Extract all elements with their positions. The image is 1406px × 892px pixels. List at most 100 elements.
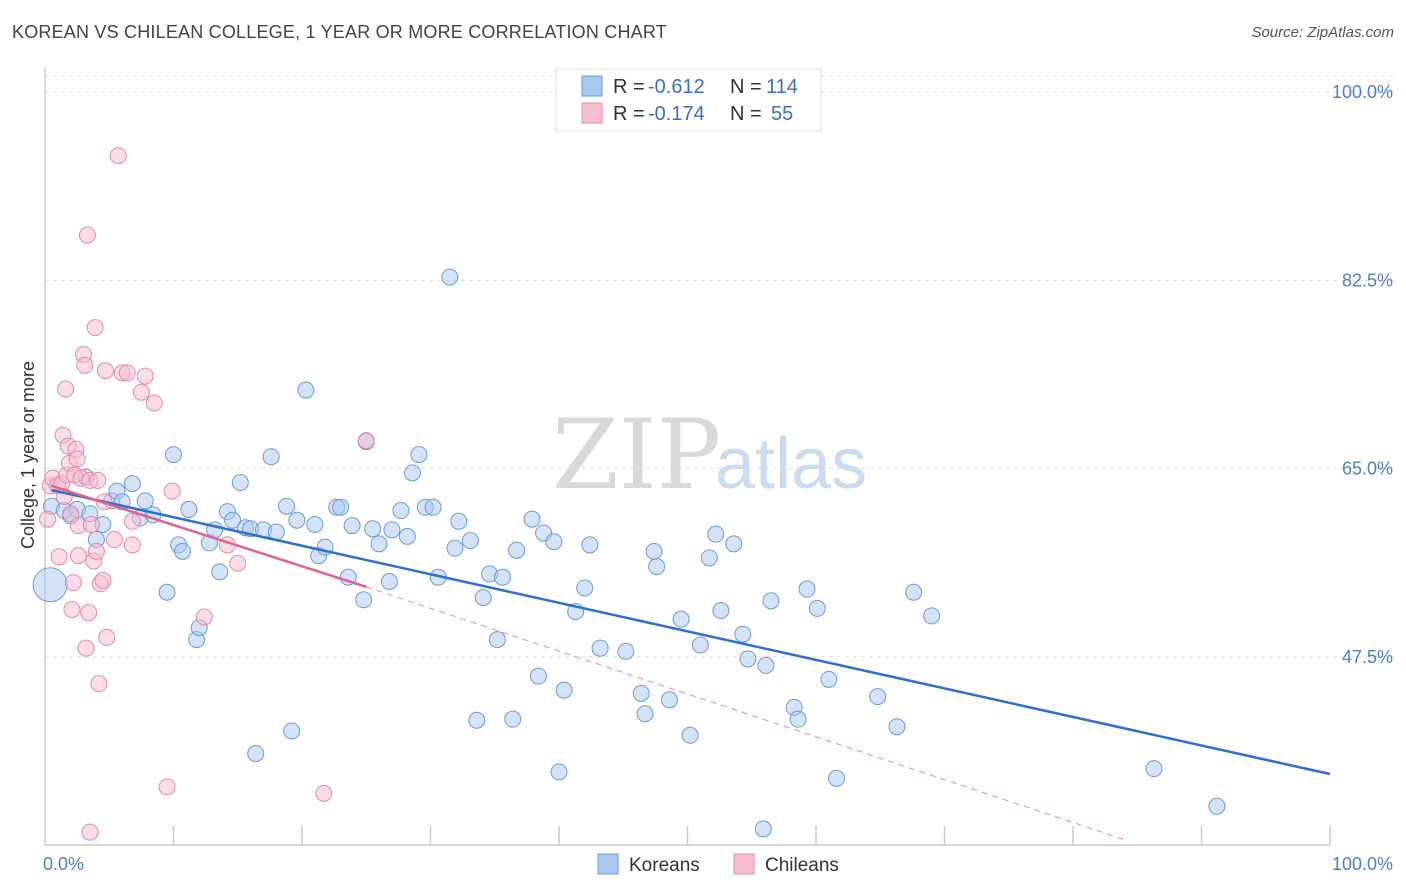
koreans-point [661,691,679,709]
chileans-point [50,548,68,566]
chileans-point [357,432,375,450]
koreans-point [681,726,699,744]
koreans-point [739,650,757,668]
chileans-point [195,608,213,626]
x-tick-label: 100.0% [1332,854,1393,874]
koreans-point [468,711,486,729]
y-axis-tick-labels: 100.0% 82.5% 65.0% 47.5% [1332,82,1393,667]
koreans-point [508,541,526,559]
koreans-point [364,520,382,538]
x-tick-label: 0.0% [43,854,84,874]
chileans-point [145,394,163,412]
trend-lines [51,484,1331,841]
koreans-point [591,639,609,657]
koreans-point [424,498,442,516]
chart-title: KOREAN VS CHILEAN COLLEGE, 1 YEAR OR MOR… [12,22,667,42]
koreans-point [343,517,361,535]
koreans-point [165,446,182,464]
legend-n-value: 55 [771,103,793,125]
chileans-point [63,600,81,618]
chileans-trend-line-extension [366,586,1125,841]
chileans-point [229,554,247,572]
y-tick-label: 100.0% [1332,82,1393,102]
legend-n-value: 114 [766,76,798,98]
data-points [32,147,1226,841]
chileans-trend-line [51,484,367,589]
koreans-point [828,769,846,787]
chileans-point [105,531,123,549]
chileans-point [82,515,100,533]
chileans-point [118,364,136,382]
legend: R = -0.612 N = 114 R = -0.174 N = 55 [555,68,822,132]
grid-lines [45,75,1395,658]
koreans-trend-line [51,488,1331,776]
koreans-point [488,631,506,649]
koreans-point [332,498,350,516]
legend-swatch-koreans [581,75,603,97]
chileans-point [81,823,99,841]
y-tick-label: 65.0% [1342,459,1393,479]
watermark-zip: ZIP [552,399,721,511]
chileans-point [39,510,57,528]
chileans-point [86,319,104,337]
chileans-point [89,471,107,489]
koreans-point [545,533,563,551]
bottom-legend-swatch-chileans [733,853,755,875]
koreans-point [404,464,422,482]
koreans-point [461,532,479,550]
watermark-atlas: atlas [715,424,867,504]
koreans-point [392,502,410,520]
chileans-point [163,482,181,500]
chileans-point [69,547,87,565]
koreans-point [123,475,141,493]
koreans-point [158,583,176,601]
chileans-point [77,639,95,657]
y-tick-label: 47.5% [1342,647,1393,667]
legend-r-label: R = [613,103,645,125]
koreans-point [262,448,280,466]
koreans-point [808,599,826,617]
koreans-point [297,381,315,399]
chileans-point [315,784,333,802]
koreans-point [450,512,468,530]
koreans-point [441,268,459,286]
koreans-point [1145,760,1163,778]
koreans-point [581,536,599,554]
chileans-point [57,380,75,398]
koreans-point [576,579,594,597]
koreans-point [493,568,511,586]
koreans-point [211,563,229,581]
chileans-point [123,512,141,530]
koreans-point [1208,797,1226,815]
chileans-point [123,536,141,554]
koreans-point [398,527,416,545]
koreans-point [231,474,249,492]
koreans-point [789,710,807,728]
chileans-point [80,604,98,622]
chileans-point [68,450,86,468]
chileans-point [62,505,80,523]
koreans-point [923,607,941,625]
koreans-point [725,535,743,553]
koreans-point [474,589,492,607]
koreans-point [355,591,373,609]
koreans-point [798,580,816,598]
koreans-point [224,511,242,529]
legend-r-value: -0.612 [648,76,705,98]
koreans-point [734,625,752,643]
koreans-point [905,583,923,601]
koreans-point [672,610,690,628]
y-axis-label: College, 1 year or more [18,361,38,549]
koreans-point [504,710,522,728]
koreans-point [370,535,388,553]
chileans-point [136,367,154,385]
koreans-point [306,515,324,533]
koreans-point [632,684,650,702]
koreans-point [380,572,398,590]
chileans-point [132,383,150,401]
koreans-point [757,656,775,674]
koreans-point [550,763,568,781]
chileans-point [94,571,112,589]
koreans-point [691,636,709,654]
